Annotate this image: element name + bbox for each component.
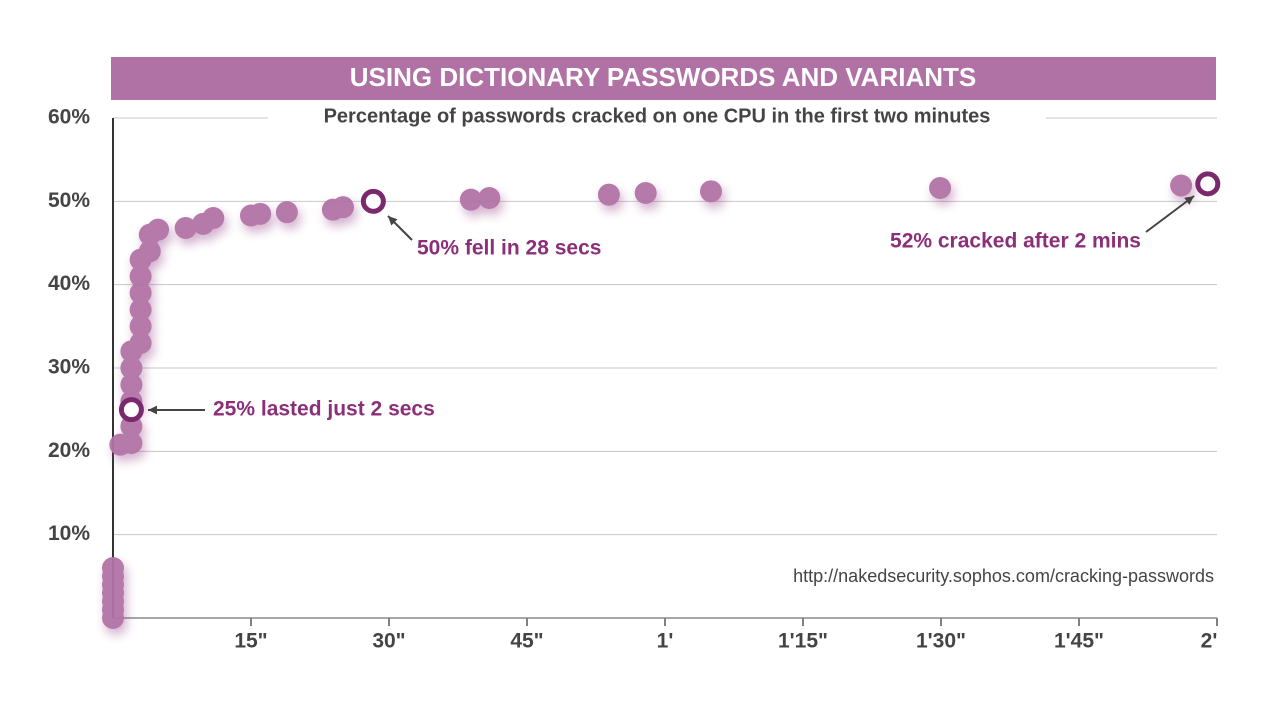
annotation-arrow	[1145, 195, 1195, 233]
annotation: 52% cracked after 2 mins	[890, 230, 1141, 253]
y-tick-label: 30%	[48, 356, 90, 379]
x-tick-label: 1'	[657, 630, 674, 653]
highlight-point	[118, 397, 144, 423]
point	[129, 265, 152, 288]
point	[174, 217, 197, 239]
point	[120, 432, 143, 454]
annotation: 25% lasted just 2 secs	[213, 398, 435, 421]
point	[634, 182, 657, 204]
annotation: 50% fell in 28 secs	[417, 237, 601, 260]
x-tick-label: 1'45"	[1054, 630, 1104, 653]
x-tick-label: 30"	[372, 630, 405, 653]
y-tick-label: 10%	[48, 522, 90, 545]
point	[929, 177, 952, 199]
point	[249, 202, 272, 225]
highlight-point	[360, 188, 386, 214]
point	[120, 357, 143, 379]
point	[138, 240, 161, 263]
x-tick-label: 2'	[1201, 630, 1218, 653]
point	[129, 332, 152, 354]
x-tick-label: 1'30"	[916, 630, 966, 653]
source: http://nakedsecurity.sophos.com/cracking…	[793, 566, 1214, 586]
grid	[113, 117, 1217, 536]
subtitle: Percentage of passwords cracked on one C…	[324, 105, 991, 127]
arrow-head	[388, 216, 398, 226]
point	[1170, 174, 1193, 197]
y-tick-label: 20%	[48, 439, 90, 462]
point	[129, 315, 152, 338]
point	[120, 373, 143, 396]
y-tick-label: 40%	[48, 272, 90, 295]
x-tick-label: 45"	[510, 630, 543, 653]
chart-title: USING DICTIONARY PASSWORDS AND VARIANTS	[350, 62, 976, 92]
point	[129, 298, 152, 321]
point	[332, 196, 354, 219]
x-tick-label: 1'15"	[778, 630, 828, 653]
point	[700, 180, 722, 203]
y-tick-label: 50%	[48, 189, 90, 212]
point	[202, 207, 225, 229]
highlight-point	[1195, 171, 1221, 197]
point	[597, 183, 620, 206]
title-banner	[111, 57, 1216, 100]
point	[275, 201, 298, 224]
point	[459, 188, 482, 211]
y-tick-label: 60%	[48, 106, 90, 129]
x-tick-label: 15"	[234, 630, 267, 653]
point	[129, 282, 152, 304]
arrow-head	[1184, 196, 1194, 205]
point	[478, 187, 501, 209]
point	[147, 218, 170, 241]
point	[102, 557, 124, 579]
arrow-head	[148, 405, 158, 415]
subtitle-bg	[268, 103, 1046, 131]
